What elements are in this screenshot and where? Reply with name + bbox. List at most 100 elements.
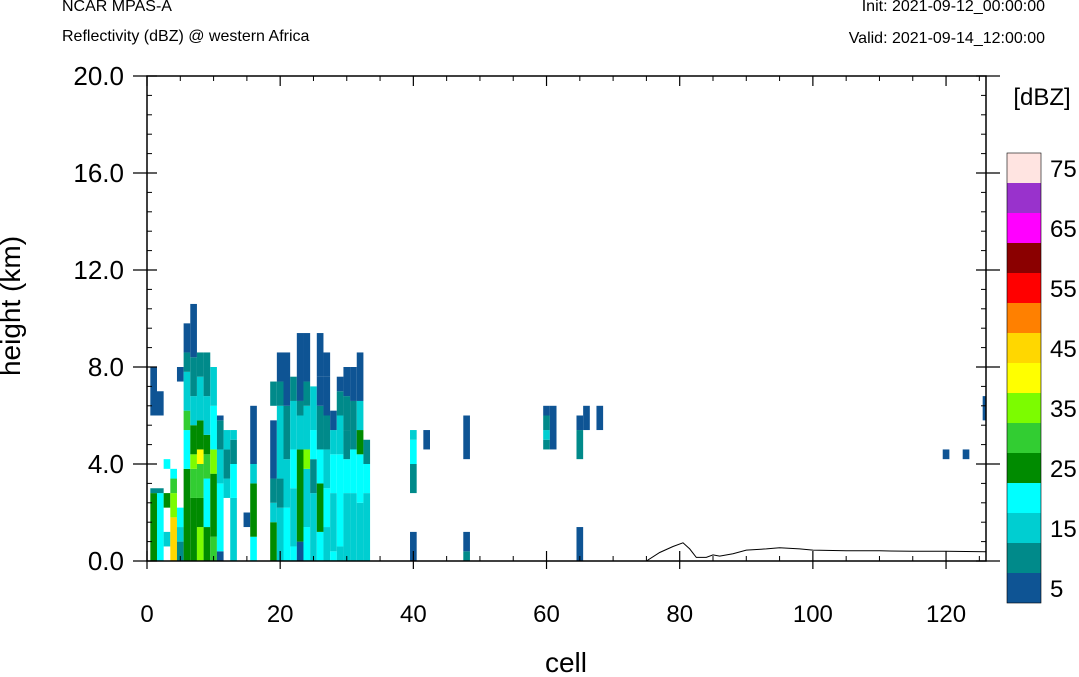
reflectivity-cell [210, 367, 217, 406]
reflectivity-cell [270, 522, 277, 561]
y-axis-label: height (km) [0, 236, 26, 376]
reflectivity-cell [323, 352, 331, 377]
reflectivity-cell [270, 502, 277, 523]
reflectivity-cell [243, 512, 251, 528]
reflectivity-cell [463, 531, 470, 552]
reflectivity-cell [283, 352, 291, 406]
reflectivity-cell [276, 381, 284, 406]
reflectivity-cell [303, 527, 311, 561]
reflectivity-cell [183, 430, 191, 469]
reflectivity-cell [363, 464, 371, 494]
reflectivity-cell [210, 473, 217, 537]
reflectivity-cell [343, 493, 351, 561]
reflectivity-cell [290, 376, 297, 401]
reflectivity-cell [310, 459, 317, 494]
reflectivity-cell [323, 527, 331, 561]
colorbar-label: 75 [1050, 156, 1077, 183]
reflectivity-cell [230, 439, 237, 464]
reflectivity-cell [170, 517, 177, 561]
reflectivity-cell [330, 430, 337, 455]
reflectivity-cell [190, 468, 197, 498]
y-tick-label: 0.0 [88, 546, 124, 576]
reflectivity-cell [543, 430, 550, 440]
reflectivity-cell [210, 405, 217, 450]
colorbar-swatch [1007, 363, 1041, 393]
colorbar: 5 15 25 35 45 55 65 75 [1006, 152, 1077, 604]
reflectivity-cell [316, 333, 324, 377]
colorbar-swatch [1007, 273, 1041, 303]
model-name: NCAR MPAS-A [62, 0, 172, 15]
reflectivity-cell [203, 352, 211, 397]
colorbar-swatch [1007, 153, 1041, 183]
reflectivity-cell [270, 381, 277, 406]
reflectivity-cell [176, 367, 184, 382]
reflectivity-cell [216, 420, 224, 450]
reflectivity-cell [316, 376, 324, 406]
axis-ticks: 0 20 40 60 80 100 120 0.0 4.0 8.0 12.0 16.0 20.0 [73, 61, 1000, 628]
reflectivity-cell [350, 367, 357, 401]
colorbar-units: [dBZ] [1013, 84, 1070, 111]
reflectivity-cell [303, 405, 311, 450]
reflectivity-cell [183, 410, 191, 431]
x-axis-label: cell [545, 647, 587, 677]
reflectivity-cell [203, 527, 211, 561]
reflectivity-cell [350, 400, 357, 450]
reflectivity-cell [463, 415, 470, 460]
reflectivity-cell [150, 493, 157, 561]
colorbar-swatch [1007, 483, 1041, 513]
reflectivity-cell [283, 507, 291, 561]
reflectivity-cell [203, 454, 211, 479]
terrain-line [147, 542, 987, 562]
reflectivity-cell [216, 551, 224, 561]
reflectivity-cell [183, 352, 191, 372]
colorbar-swatch [1007, 513, 1041, 543]
reflectivity-cell [330, 454, 337, 494]
y-tick-label: 20.0 [73, 61, 124, 91]
reflectivity-cell [270, 420, 277, 479]
reflectivity-cell [336, 391, 344, 416]
reflectivity-cells [150, 303, 986, 561]
y-tick-label: 4.0 [88, 449, 124, 479]
reflectivity-cell [543, 415, 550, 431]
reflectivity-cell [363, 493, 371, 561]
reflectivity-cell [303, 381, 311, 406]
reflectivity-cell [170, 468, 177, 479]
init-time: Init: 2021-09-12_00:00:00 [861, 0, 1045, 15]
terrain-height-line [147, 542, 987, 562]
colorbar-swatch [1007, 543, 1041, 573]
reflectivity-cell [330, 410, 337, 431]
reflectivity-cell [183, 371, 191, 411]
reflectivity-cell [356, 352, 364, 401]
reflectivity-cell [230, 464, 237, 498]
reflectivity-cell [296, 449, 304, 542]
reflectivity-cell [583, 405, 590, 431]
colorbar-label: 35 [1050, 396, 1077, 423]
reflectivity-cell [303, 449, 311, 469]
reflectivity-cell [196, 420, 204, 450]
reflectivity-cell [290, 546, 297, 561]
colorbar-swatch [1007, 393, 1041, 423]
reflectivity-cell [350, 449, 357, 494]
x-tick-label: 80 [666, 601, 693, 628]
reflectivity-cell [343, 459, 351, 494]
colorbar-swatch [1007, 243, 1041, 273]
reflectivity-cell [216, 415, 224, 421]
reflectivity-cell [230, 497, 237, 561]
reflectivity-cell [356, 430, 364, 455]
reflectivity-cell [576, 430, 584, 460]
reflectivity-cell [190, 497, 197, 561]
reflectivity-cell [270, 478, 277, 503]
reflectivity-cell [303, 468, 311, 528]
colorbar-swatch [1007, 183, 1041, 213]
reflectivity-cell [176, 507, 184, 528]
reflectivity-cell [156, 391, 164, 416]
reflectivity-cell [363, 439, 371, 464]
reflectivity-cell [982, 396, 986, 421]
reflectivity-cell [230, 430, 237, 440]
reflectivity-cell [250, 483, 257, 537]
reflectivity-cell [463, 551, 470, 561]
colorbar-swatch [1007, 333, 1041, 363]
x-tick-label: 20 [267, 601, 294, 628]
reflectivity-cell [250, 464, 257, 484]
